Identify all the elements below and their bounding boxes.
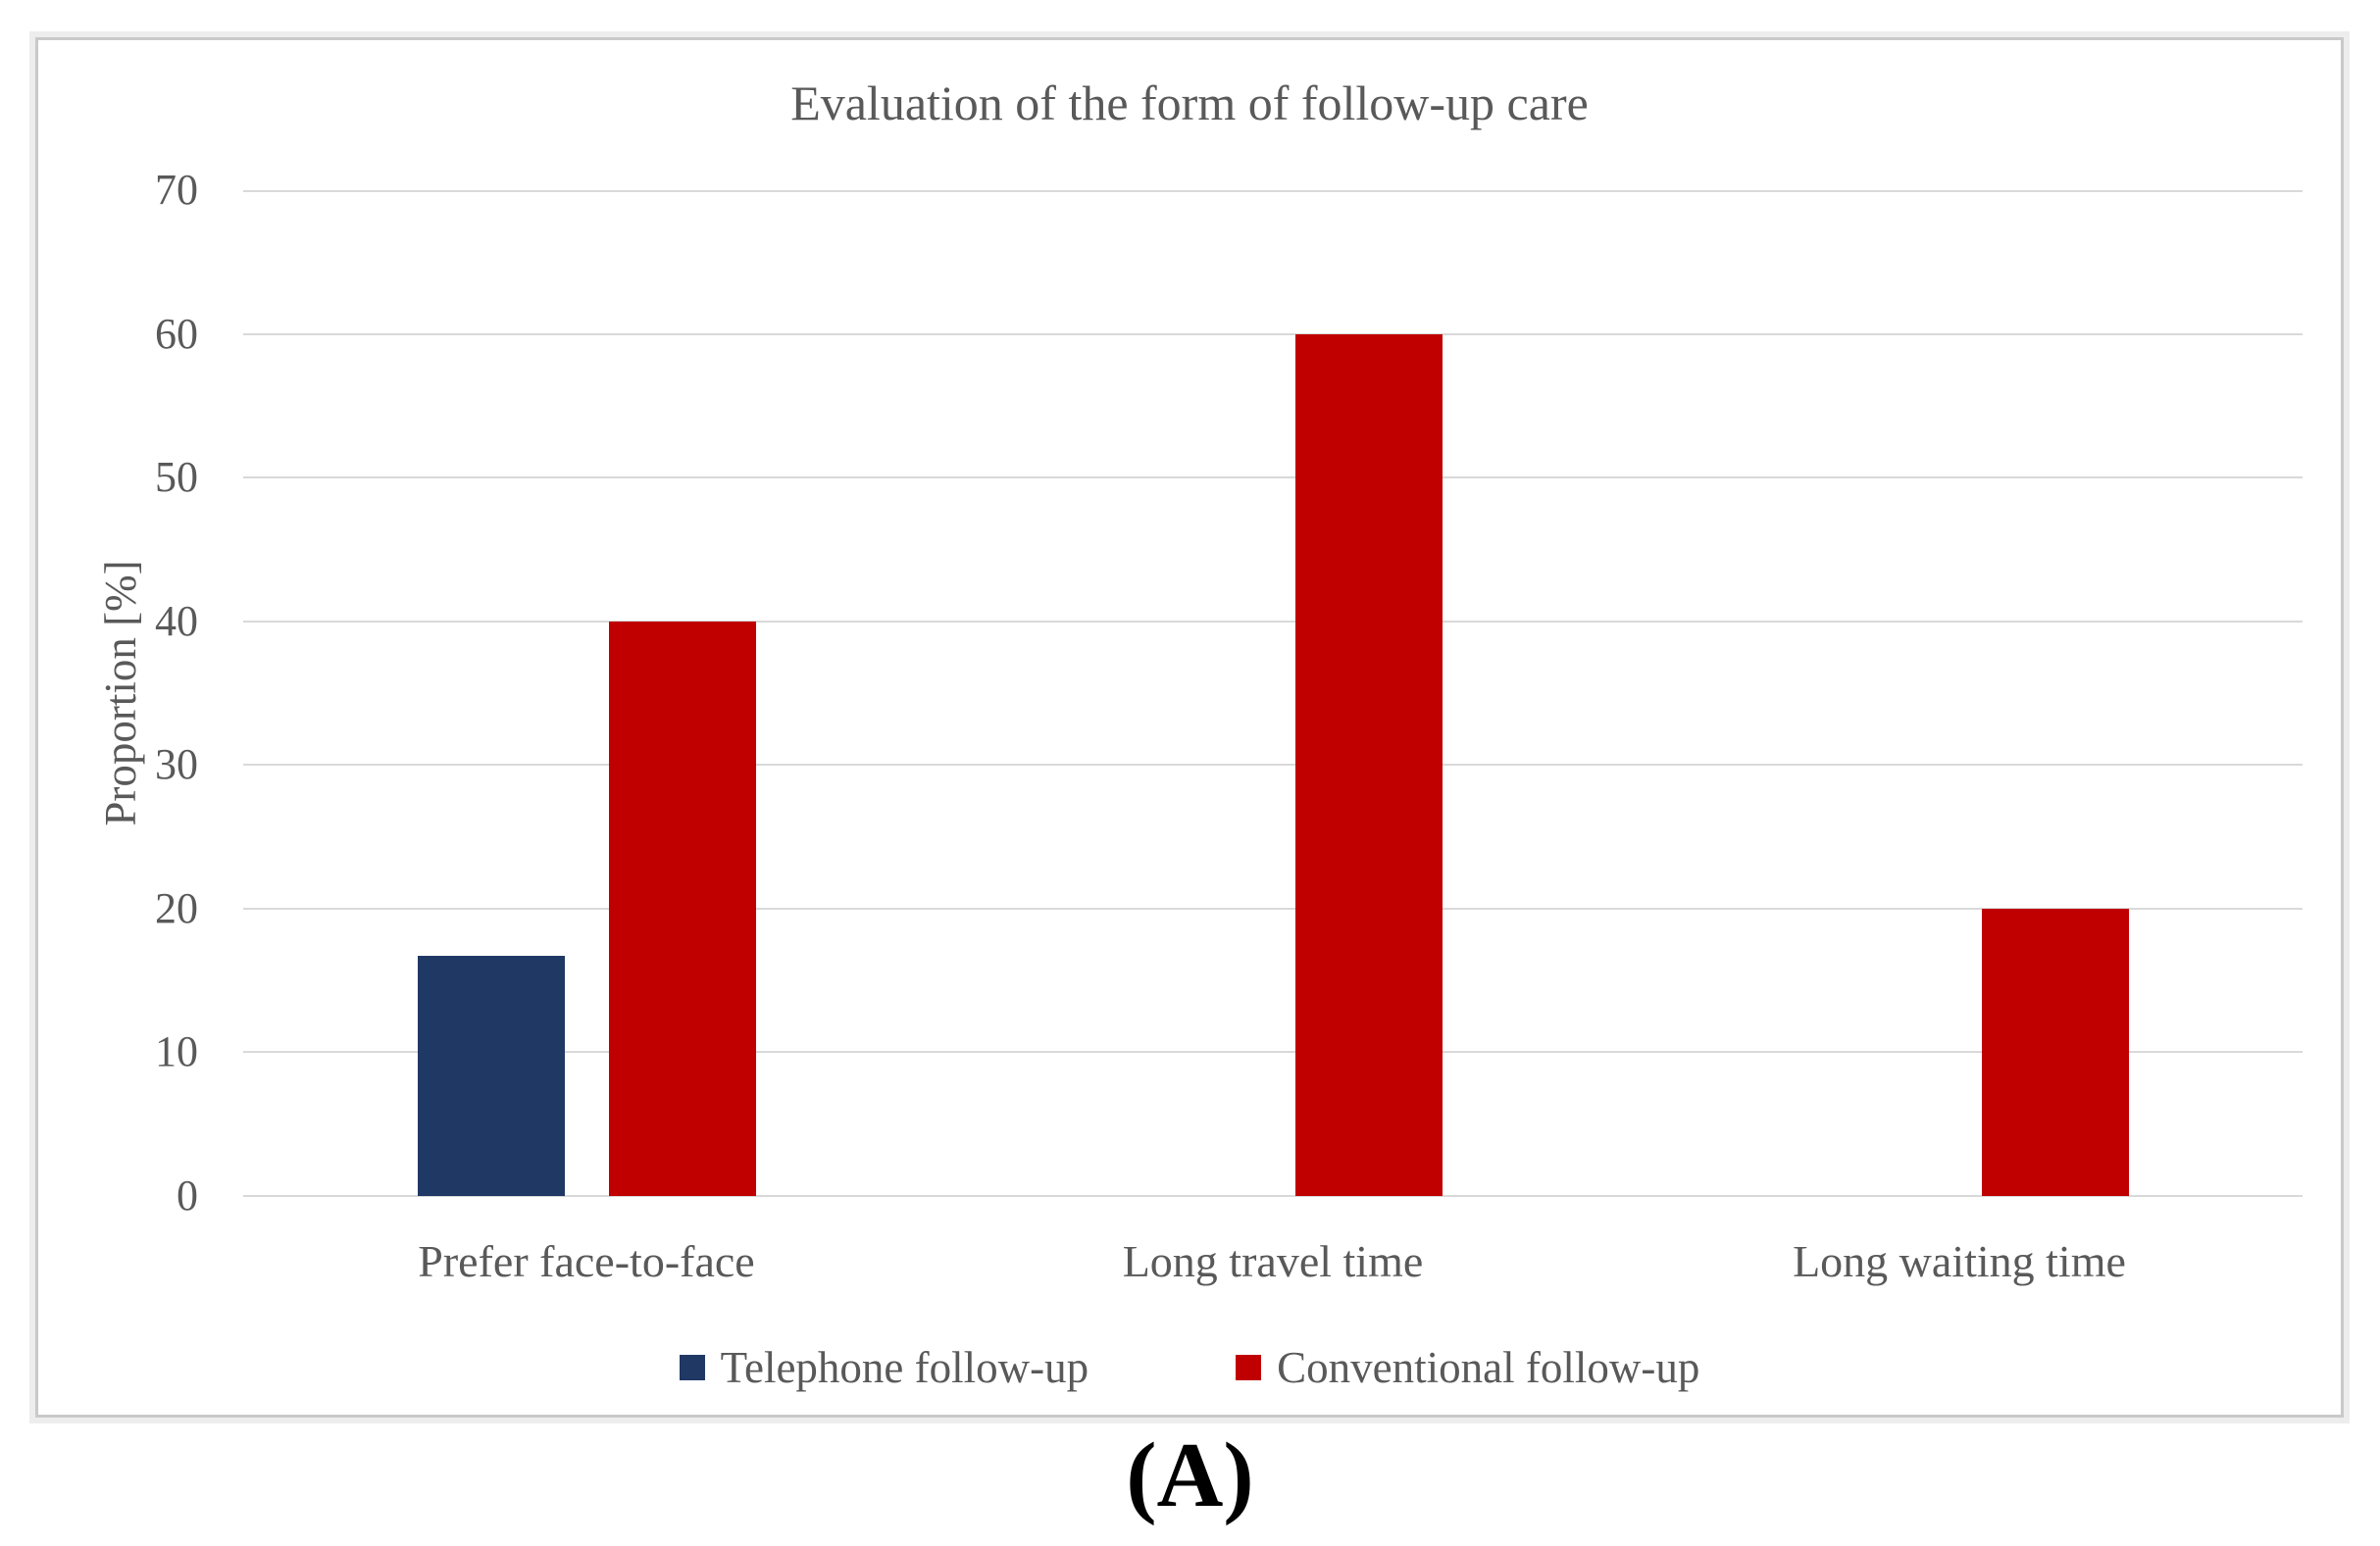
- y-tick-label-30: 30: [155, 740, 198, 789]
- legend-swatch-conventional-follow-up: [1236, 1355, 1262, 1380]
- x-category-label-long-travel-time: Long travel time: [1122, 1236, 1424, 1286]
- chart-frame: Evaluation of the form of follow-up care…: [35, 37, 2344, 1418]
- gridline-y-20: [243, 907, 2303, 910]
- legend-item-conventional-follow-up: Conventional follow-up: [1236, 1342, 1700, 1392]
- legend: Telephone follow-up Conventional follow-u…: [38, 1336, 2341, 1399]
- legend-label-telephone-follow-up: Telephone follow-up: [720, 1342, 1089, 1392]
- gridline-y-60: [243, 332, 2303, 335]
- figure-caption: (A): [1126, 1424, 1254, 1526]
- gridline-y-40: [243, 620, 2303, 623]
- bar-telephone-follow-up-prefer-face-to-face: [417, 956, 565, 1196]
- y-axis-title: Proportion [%]: [96, 560, 145, 826]
- x-category-label-long-waiting-time: Long waiting time: [1793, 1236, 2126, 1286]
- gridline-y-0: [243, 1195, 2303, 1197]
- x-category-label-prefer-face-to-face: Prefer face-to-face: [418, 1236, 755, 1286]
- gridline-y-10: [243, 1051, 2303, 1054]
- y-tick-label-60: 60: [155, 309, 198, 358]
- gridline-y-30: [243, 764, 2303, 767]
- gridline-y-50: [243, 476, 2303, 479]
- bar-conventional-follow-up-long-waiting-time: [1981, 908, 2129, 1196]
- y-tick-label-70: 70: [155, 166, 198, 214]
- legend-swatch-telephone-follow-up: [679, 1355, 705, 1380]
- plot-area: 0 10 20 30 40 50 60 70 Prefer face-to-face Long t…: [155, 169, 2303, 1286]
- y-tick-label-40: 40: [155, 596, 198, 645]
- bar-conventional-follow-up-long-travel-time: [1294, 333, 1443, 1196]
- legend-item-telephone-follow-up: Telephone follow-up: [679, 1342, 1089, 1392]
- y-tick-label-50: 50: [155, 453, 198, 502]
- bar-conventional-follow-up-prefer-face-to-face: [608, 621, 756, 1196]
- y-tick-label-10: 10: [155, 1027, 198, 1076]
- chart-title: Evaluation of the form of follow-up care: [790, 75, 1589, 130]
- gridline-y-70: [243, 190, 2303, 192]
- y-tick-label-0: 0: [177, 1172, 198, 1220]
- legend-label-conventional-follow-up: Conventional follow-up: [1277, 1342, 1700, 1392]
- y-tick-label-20: 20: [155, 883, 198, 932]
